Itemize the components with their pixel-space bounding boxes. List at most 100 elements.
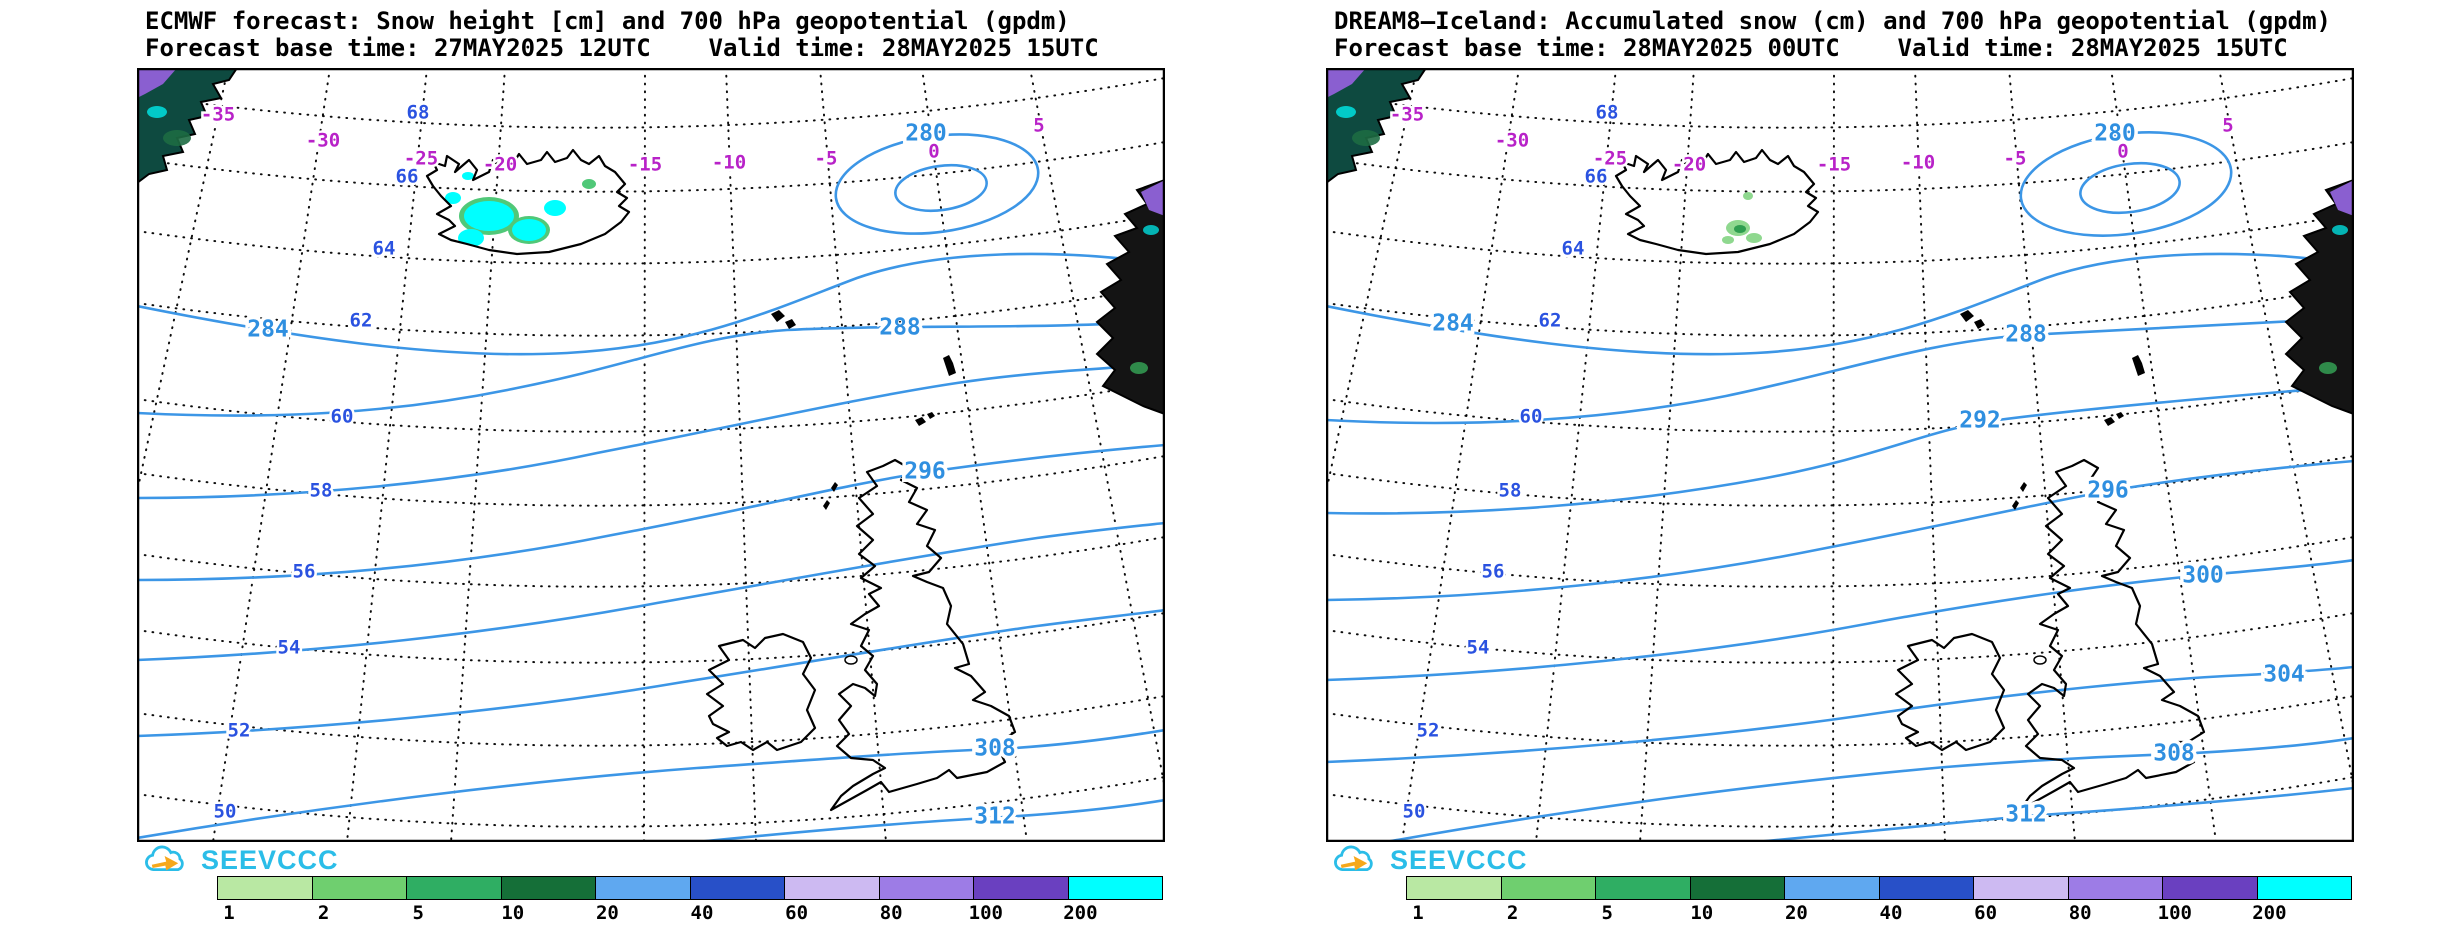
seevccc-cloud-icon [145,845,184,871]
colorbar-tick-label: 40 [1879,902,1903,924]
colorbar-tick-label: 20 [1784,902,1808,924]
colorbar-tick-label: 1 [223,902,235,924]
greenland-coastline [137,68,239,185]
seevccc-cloud-icon [1334,845,1373,871]
weather-map-ecmwf: 68 66 64 62 60 58 56 54 52 50 -35 -30 -2… [137,68,1165,842]
orkney-islands [915,412,935,426]
colorbar-segment [974,877,1069,899]
panel-footer: SEEVCCC 1 2 5 10 20 40 60 80 100 200 [137,842,1165,925]
contour-label-284: 284 [247,317,289,343]
forecast-panel-ecmwf: ECMWF forecast: Snow height [cm] and 700… [137,8,1165,924]
forecast-panel-dream8: DREAM8–Iceland: Accumulated snow (cm) an… [1326,8,2354,924]
contour-labels: 280 284 288 296 308 312 [244,117,1020,833]
shetland-islands [943,355,956,376]
latitude-label: 62 [1539,310,1562,332]
latitude-label: 64 [1562,238,1585,260]
longitude-label: -25 [404,148,438,170]
contour-284 [1326,252,2354,356]
colorbar [1406,876,2352,900]
latitude-label: 54 [1467,637,1490,659]
iceland-snow-patches [445,172,596,247]
latitude-label: 64 [373,238,396,260]
colorbar-tick-label: 5 [412,902,424,924]
longitude-labels: -35 -30 -25 -20 -15 -10 -5 0 5 [1387,101,2236,178]
latitude-label: 68 [407,102,430,124]
logo-text: SEEVCCC [201,844,339,875]
faroe-islands [1960,310,1985,329]
latitude-label: 60 [331,406,354,428]
longitude-label: -10 [712,152,746,174]
colorbar-tick-label: 40 [690,902,714,924]
longitude-label: 0 [2117,141,2128,163]
geopotential-contours [1326,131,2354,842]
longitude-label: -20 [1672,154,1706,176]
longitude-label: 5 [1033,115,1044,137]
contour-300 [137,521,1165,662]
contour-label-280: 280 [2094,121,2136,147]
norway-coastline [2284,178,2354,416]
contour-280-outer [2019,131,2233,237]
panel-subtitle: Forecast base time: 28MAY2025 00UTC Vali… [1334,34,2288,62]
iceland-snow-patches [1722,192,1762,244]
longitude-label: -35 [1390,104,1424,126]
colorbar-tick-label: 1 [1412,902,1424,924]
contour-296 [1326,459,2354,602]
contour-288 [1326,316,2354,425]
snow-patch [464,201,514,231]
contour-label-288: 288 [2005,322,2047,348]
longitude-label: -10 [1901,152,1935,174]
contour-308 [1385,736,2354,842]
colorbar-tick-label: 100 [968,902,1003,924]
contour-284 [137,252,1165,356]
contour-280-inner [894,163,988,213]
colorbar-segment [1974,877,2069,899]
longitude-label: 0 [928,141,939,163]
contour-280-inner [2079,161,2181,215]
longitude-label: 5 [2222,115,2233,137]
great-britain-coastline [2018,458,2206,812]
colorbar-tick-label: 60 [1974,902,1998,924]
contour-292 [137,362,1165,500]
colorbar-tick-label: 60 [785,902,809,924]
colorbar-ticks: 1 2 5 10 20 40 60 80 100 200 [1406,902,2352,924]
logo-text: SEEVCCC [1390,844,1528,875]
latitude-label: 56 [293,561,316,583]
contour-label-296: 296 [2087,478,2129,504]
latitude-label: 54 [278,637,301,659]
colorbar-tick-label: 10 [501,902,525,924]
latitude-label: 50 [214,801,237,823]
iceland-coastline [1614,148,1820,256]
colorbar-segment [2257,877,2351,899]
great-britain-coastline [829,458,1017,812]
colorbar-ticks: 1 2 5 10 20 40 60 80 100 200 [217,902,1163,924]
snow-patch [512,219,546,241]
iceland-coastline [425,148,631,256]
graticule [137,68,1165,842]
colorbar-tick-label: 20 [595,902,619,924]
british-isles-coastline [1894,310,2206,812]
contour-label-308: 308 [2153,741,2195,767]
contour-288 [137,318,1165,417]
snow-scale: 1 2 5 10 20 40 60 80 100 200 [217,876,1163,924]
colorbar-tick-label: 2 [317,902,330,924]
colorbar-tick-label: 80 [879,902,903,924]
colorbar-tick-label: 10 [1690,902,1714,924]
snow-patch [1746,233,1762,243]
map-frame [137,68,1165,842]
snow-patch [445,192,461,204]
contour-280-outer [834,133,1040,235]
colorbar-segment [1068,877,1162,899]
colorbar [217,876,1163,900]
ireland-coastline [705,632,817,752]
latitude-label: 58 [1499,480,1522,502]
graticule [1326,68,2354,842]
panel-subtitle: Forecast base time: 27MAY2025 12UTC Vali… [145,34,1099,62]
snow-patch [1722,236,1734,244]
colorbar-tick-label: 2 [1506,902,1519,924]
greenland-coastline [1326,68,1428,185]
colorbar-tick-label: 200 [2252,902,2287,924]
norway-coastline [1095,178,1165,416]
contour-label-292: 292 [1959,408,2001,434]
contour-308 [137,728,1165,840]
contour-labels: 280 284 288 292 296 300 304 308 312 [1429,117,2309,831]
